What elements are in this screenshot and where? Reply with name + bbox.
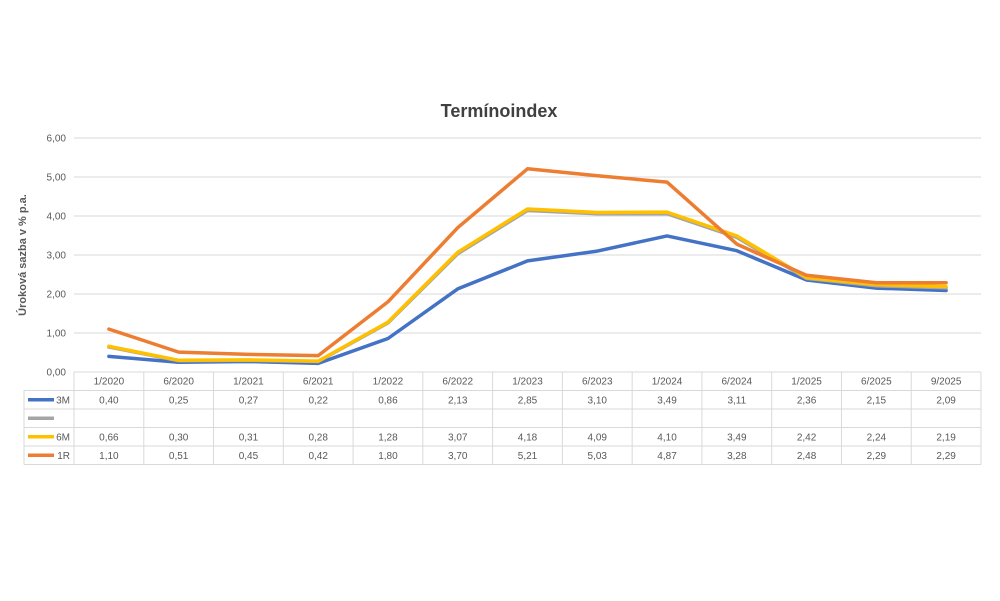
data-label: 3,70 — [448, 451, 468, 462]
x-tick-label: 9/2025 — [931, 377, 962, 388]
legend-label: 6M — [56, 432, 70, 443]
data-label: 0,30 — [169, 432, 189, 443]
series-line-1r — [107, 167, 948, 358]
y-tick-label: 4,00 — [47, 212, 67, 223]
data-label: 0,51 — [169, 451, 189, 462]
y-tick-label: 2,00 — [47, 290, 67, 301]
data-label: 0,28 — [308, 432, 328, 443]
data-label: 0,27 — [239, 395, 259, 406]
y-axis-ticks: 0,00 1,00 2,00 3,00 4,00 5,00 6,00 — [47, 134, 67, 379]
x-tick-label: 6/2023 — [582, 377, 613, 388]
data-label: 2,48 — [797, 451, 817, 462]
data-label: 0,22 — [308, 395, 328, 406]
x-tick-label: 1/2023 — [512, 377, 543, 388]
data-label: 2,42 — [797, 432, 817, 443]
x-tick-label: 1/2025 — [791, 377, 822, 388]
data-label: 0,86 — [378, 395, 398, 406]
data-table: 1/2020 6/2020 1/2021 6/2021 1/2022 6/2022 1/20… — [23, 371, 982, 465]
data-label: 2,36 — [797, 395, 817, 406]
x-tick-label: 1/2021 — [233, 377, 264, 388]
data-label: 0,42 — [308, 451, 328, 462]
data-label: 3,49 — [657, 395, 677, 406]
data-label: 3,11 — [727, 395, 746, 406]
data-label: 2,29 — [936, 451, 956, 462]
x-tick-label: 6/2025 — [861, 377, 892, 388]
y-tick-label: 1,00 — [47, 329, 67, 340]
data-label: 2,09 — [936, 395, 956, 406]
x-tick-label: 6/2022 — [442, 377, 473, 388]
data-label: 5,21 — [518, 451, 538, 462]
x-tick-label: 1/2024 — [652, 377, 683, 388]
y-tick-label: 6,00 — [47, 134, 67, 145]
data-label: 4,09 — [588, 432, 608, 443]
x-tick-label: 1/2022 — [373, 377, 404, 388]
data-label: 4,10 — [657, 432, 677, 443]
data-label: 0,45 — [239, 451, 259, 462]
data-label: 2,15 — [867, 395, 887, 406]
y-axis-label: Úroková sazba v % p.a. — [16, 194, 29, 316]
data-label: 3,07 — [448, 432, 468, 443]
y-tick-label: 5,00 — [47, 173, 67, 184]
x-tick-label: 6/2021 — [303, 377, 334, 388]
data-label: 2,29 — [867, 451, 887, 462]
data-label: 4,87 — [657, 451, 677, 462]
series-lines — [107, 167, 948, 366]
data-label: 1,10 — [99, 451, 119, 462]
data-label: 4,18 — [518, 432, 538, 443]
data-label: 2,24 — [867, 432, 887, 443]
data-label: 1,80 — [378, 451, 398, 462]
legend-label: 3M — [56, 395, 70, 406]
series-line-6m — [107, 207, 948, 363]
data-label: 0,40 — [99, 395, 119, 406]
data-label: 2,85 — [518, 395, 538, 406]
data-label: 5,03 — [588, 451, 608, 462]
data-label: 0,31 — [239, 432, 259, 443]
x-tick-label: 6/2020 — [163, 377, 194, 388]
data-label: 2,19 — [936, 432, 956, 443]
y-tick-label: 3,00 — [47, 251, 67, 262]
data-label: 3,49 — [727, 432, 747, 443]
data-label: 3,10 — [588, 395, 608, 406]
x-tick-label: 1/2020 — [94, 377, 125, 388]
series-line-unnamed — [107, 208, 948, 364]
data-label: 1,28 — [378, 432, 398, 443]
chart-title: Termínoindex — [441, 101, 558, 121]
data-label: 0,25 — [169, 395, 189, 406]
gridlines — [74, 137, 981, 373]
y-tick-label: 0,00 — [47, 368, 67, 379]
data-label: 3,28 — [727, 451, 747, 462]
x-tick-label: 6/2024 — [722, 377, 753, 388]
data-label: 0,66 — [99, 432, 119, 443]
legend-label: 1R — [57, 451, 70, 462]
data-label: 2,13 — [448, 395, 468, 406]
